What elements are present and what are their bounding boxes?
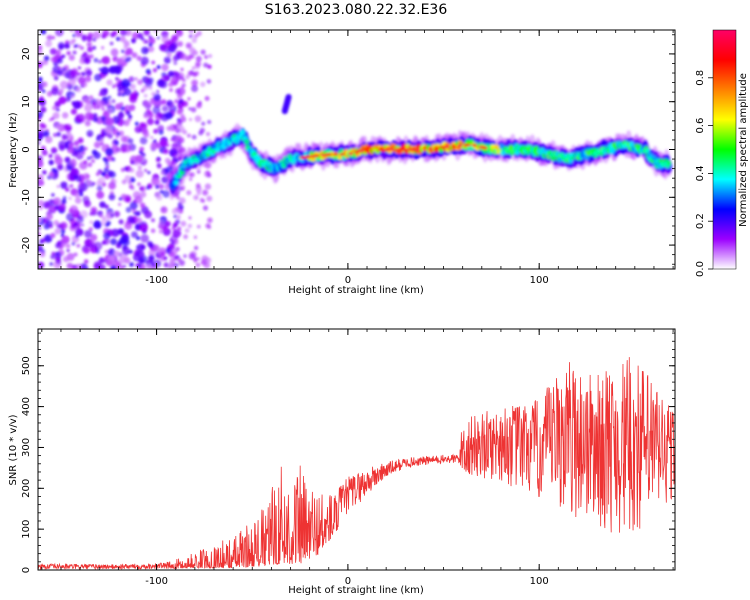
snr-xtick-label: 100 [530, 576, 549, 587]
figure-title: S163.2023.080.22.32.E36 [265, 2, 448, 18]
spectrogram-ylabel: Frequency (Hz) [8, 112, 19, 188]
snr-ytick-label: 500 [21, 356, 32, 375]
colorbar-ticks: 0.0 0.2 0.4 0.6 0.8 [695, 70, 713, 277]
snr-axes: -100 0 100 0 100 200 300 400 500 [21, 329, 675, 587]
snr-ytick-label: 300 [21, 438, 32, 457]
colorbar: 0.0 0.2 0.4 0.6 0.8 Normalized spectral ampl… [695, 29, 749, 277]
snr-ytick-label: 100 [21, 520, 32, 539]
spectrogram-ytick-label: -20 [21, 237, 32, 253]
snr-frame [37, 328, 676, 571]
colorbar-gradient [712, 29, 737, 270]
snr-series-line [38, 357, 675, 570]
snr-panel: -100 0 100 0 100 200 300 400 500 Height of strai… [8, 328, 676, 596]
snr-xtick-label: 0 [345, 576, 351, 587]
spectrogram-ytick-label: 20 [21, 48, 32, 61]
colorbar-label: Normalized spectral amplitude [738, 73, 749, 227]
spectrogram-xtick-label: 0 [345, 275, 351, 286]
spectrogram-ytick-label: 0 [21, 146, 32, 152]
spectrogram-xtick-label: 100 [530, 275, 549, 286]
colorbar-tick-label: 0.4 [695, 165, 706, 181]
snr-xlabel: Height of straight line (km) [288, 585, 424, 596]
snr-ytick-label: 400 [21, 397, 32, 416]
spectrogram-xtick-label: -100 [145, 275, 168, 286]
colorbar-tick-label: 0.2 [695, 213, 706, 229]
colorbar-tick-label: 0.0 [695, 261, 706, 277]
spectrogram-image [38, 30, 673, 269]
snr-ylabel: SNR (10 * v/v) [8, 414, 19, 485]
snr-ytick-label: 0 [21, 567, 32, 573]
spectrogram-ytick-label: 10 [21, 95, 32, 108]
colorbar-tick-label: 0.8 [695, 70, 706, 86]
spectrogram-xlabel: Height of straight line (km) [288, 285, 424, 296]
snr-xtick-label: -100 [145, 576, 168, 587]
spectrogram-ytick-label: -10 [21, 189, 32, 205]
colorbar-tick-label: 0.6 [695, 118, 706, 134]
snr-ytick-label: 200 [21, 479, 32, 498]
